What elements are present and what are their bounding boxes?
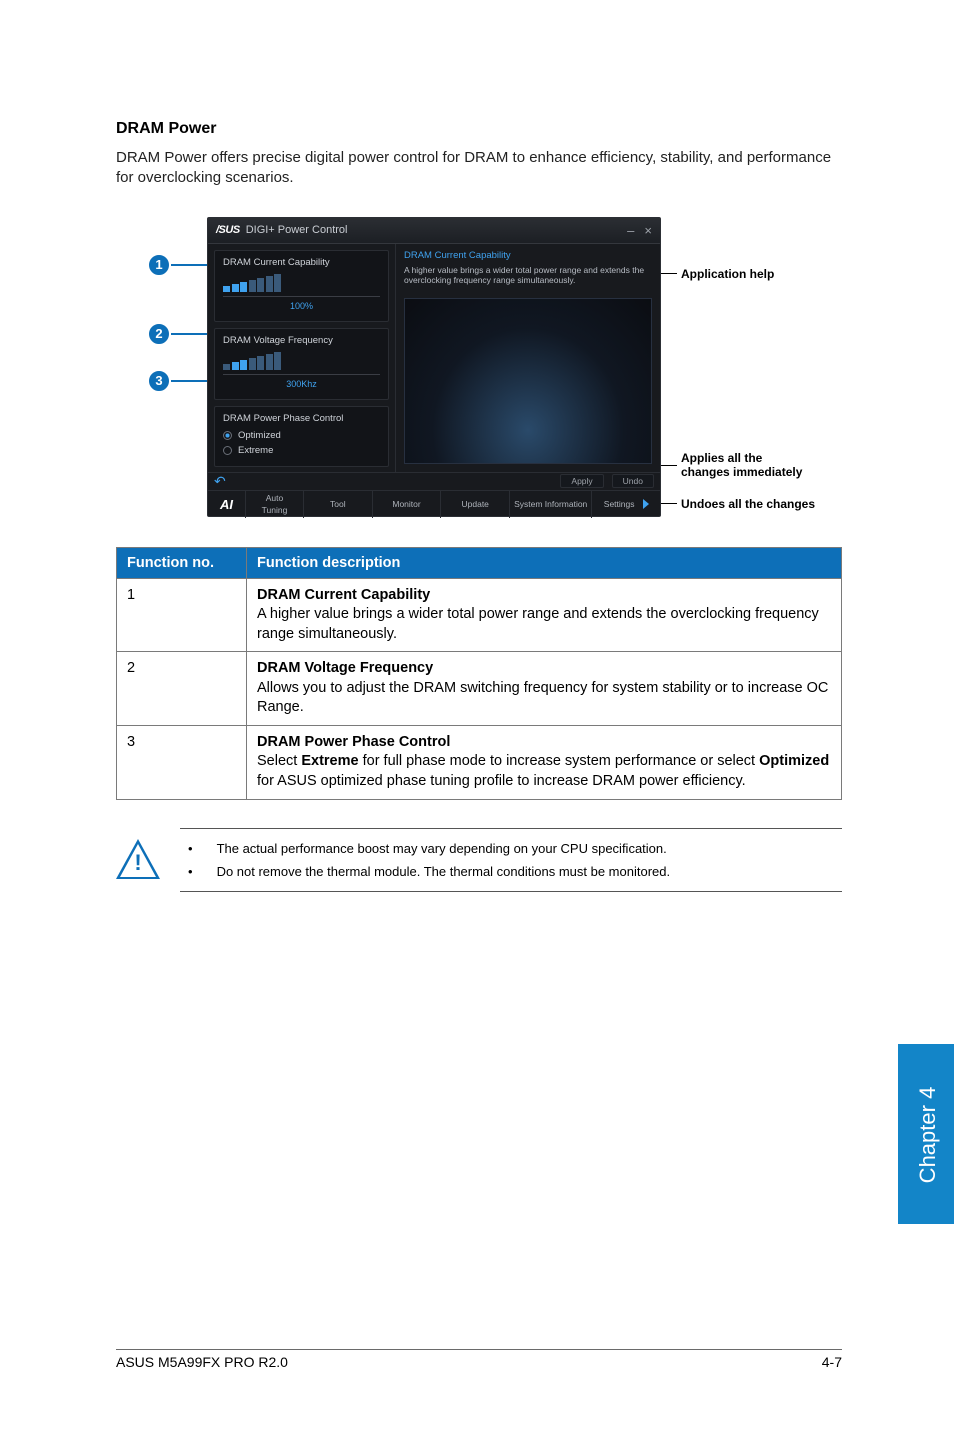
cell-text-mid: for full phase mode to increase system p… bbox=[359, 753, 760, 769]
bullet-icon: • bbox=[188, 841, 193, 856]
chapter-tab: Chapter 4 bbox=[898, 1044, 954, 1224]
close-icon[interactable]: × bbox=[644, 223, 652, 238]
nav-label: Settings bbox=[604, 499, 635, 509]
nav-tool[interactable]: Tool bbox=[304, 491, 373, 518]
caution-icon: ! bbox=[116, 836, 160, 884]
note-item: • The actual performance boost may vary … bbox=[180, 837, 842, 860]
label-line bbox=[661, 503, 677, 504]
panel-dram-voltage-frequency[interactable]: DRAM Voltage Frequency 300Khz bbox=[214, 328, 389, 400]
label-applies-line2: changes immediately bbox=[681, 465, 802, 479]
panel-dram-power-phase-control: DRAM Power Phase Control Optimized Extre… bbox=[214, 406, 389, 467]
note-item: • Do not remove the thermal module. The … bbox=[180, 860, 842, 883]
nav-settings[interactable]: Settings bbox=[592, 491, 660, 518]
table-row: 2 DRAM Voltage Frequency Allows you to a… bbox=[117, 652, 842, 726]
ai-logo: AI bbox=[208, 491, 246, 518]
nav-system-information[interactable]: System Information bbox=[510, 491, 592, 518]
cell-text-pre: Select bbox=[257, 753, 301, 769]
caution-block: ! • The actual performance boost may var… bbox=[116, 826, 842, 894]
label-undoes: Undoes all the changes bbox=[681, 497, 815, 511]
cell-no: 2 bbox=[117, 652, 247, 726]
dram-illustration bbox=[404, 298, 652, 464]
level-bars bbox=[223, 274, 380, 292]
cell-no: 3 bbox=[117, 725, 247, 799]
cell-text: A higher value brings a wider total powe… bbox=[257, 606, 819, 642]
cell-text-post: for ASUS optimized phase tuning profile … bbox=[257, 773, 746, 789]
label-application-help: Application help bbox=[681, 267, 774, 281]
slider-track[interactable] bbox=[223, 374, 380, 375]
help-text: A higher value brings a wider total powe… bbox=[404, 265, 652, 286]
nav-monitor[interactable]: Monitor bbox=[373, 491, 442, 518]
titlebar: /SUS DIGI+ Power Control – × bbox=[208, 218, 660, 244]
panel-title: DRAM Voltage Frequency bbox=[223, 335, 380, 346]
screenshot-wrapper: 1 2 3 /SUS DIGI+ Power Control – × DRAM … bbox=[119, 217, 839, 525]
chevron-right-icon bbox=[643, 499, 649, 509]
footer-left: ASUS M5A99FX PRO R2.0 bbox=[116, 1354, 288, 1370]
callout-bubble-1: 1 bbox=[147, 253, 171, 277]
undo-arrow-icon[interactable]: ↶ bbox=[214, 473, 226, 490]
section-description: DRAM Power offers precise digital power … bbox=[116, 148, 842, 189]
cell-no: 1 bbox=[117, 578, 247, 652]
minimize-icon[interactable]: – bbox=[627, 223, 634, 238]
radio-extreme[interactable]: Extreme bbox=[223, 445, 380, 456]
asus-logo: /SUS bbox=[216, 224, 240, 236]
cell-desc: DRAM Current Capability A higher value b… bbox=[247, 578, 842, 652]
note-text: The actual performance boost may vary de… bbox=[217, 841, 667, 856]
cell-title: DRAM Current Capability bbox=[257, 587, 430, 603]
nav-update[interactable]: Update bbox=[441, 491, 510, 518]
radio-icon bbox=[223, 446, 232, 455]
undo-button[interactable]: Undo bbox=[612, 474, 654, 488]
slider-track[interactable] bbox=[223, 296, 380, 297]
panel-title: DRAM Current Capability bbox=[223, 257, 380, 268]
section-title: DRAM Power bbox=[116, 120, 842, 138]
note-text: Do not remove the thermal module. The th… bbox=[217, 864, 671, 879]
radio-icon bbox=[223, 431, 232, 440]
label-line bbox=[661, 273, 677, 274]
exclaim-glyph: ! bbox=[116, 850, 160, 876]
callout-bubble-3: 3 bbox=[147, 369, 171, 393]
chapter-tab-label: Chapter 4 bbox=[915, 1065, 941, 1205]
action-bar: ↶ Apply Undo bbox=[208, 472, 660, 490]
app-window: /SUS DIGI+ Power Control – × DRAM Curren… bbox=[207, 217, 661, 517]
help-title: DRAM Current Capability bbox=[404, 250, 652, 261]
radio-label: Extreme bbox=[238, 445, 273, 456]
cell-desc: DRAM Power Phase Control Select Extreme … bbox=[247, 725, 842, 799]
panel-title: DRAM Power Phase Control bbox=[223, 413, 380, 424]
table-header-no: Function no. bbox=[117, 547, 247, 578]
panel-value: 300Khz bbox=[223, 379, 380, 389]
radio-label: Optimized bbox=[238, 430, 281, 441]
page-footer: ASUS M5A99FX PRO R2.0 4-7 bbox=[116, 1349, 842, 1370]
cell-title: DRAM Power Phase Control bbox=[257, 734, 450, 750]
right-help-panel: DRAM Current Capability A higher value b… bbox=[396, 244, 660, 472]
cell-bold2: Optimized bbox=[759, 753, 829, 769]
table-row: 3 DRAM Power Phase Control Select Extrem… bbox=[117, 725, 842, 799]
cell-text: Allows you to adjust the DRAM switching … bbox=[257, 680, 828, 716]
function-table: Function no. Function description 1 DRAM… bbox=[116, 547, 842, 800]
left-panel-column: DRAM Current Capability 100% DRAM Voltag… bbox=[208, 244, 396, 472]
panel-value: 100% bbox=[223, 301, 380, 311]
bullet-icon: • bbox=[188, 864, 193, 879]
cell-bold1: Extreme bbox=[301, 753, 358, 769]
note-list: • The actual performance boost may vary … bbox=[180, 828, 842, 892]
table-row: 1 DRAM Current Capability A higher value… bbox=[117, 578, 842, 652]
cell-title: DRAM Voltage Frequency bbox=[257, 660, 433, 676]
nav-label: Auto bbox=[266, 494, 284, 503]
cell-desc: DRAM Voltage Frequency Allows you to adj… bbox=[247, 652, 842, 726]
footer-right: 4-7 bbox=[822, 1354, 842, 1370]
callout-bubble-2: 2 bbox=[147, 322, 171, 346]
apply-button[interactable]: Apply bbox=[560, 474, 603, 488]
nav-auto-tuning[interactable]: Auto Tuning bbox=[246, 491, 304, 518]
radio-optimized[interactable]: Optimized bbox=[223, 430, 380, 441]
label-applies-line1: Applies all the bbox=[681, 451, 762, 465]
level-bars bbox=[223, 352, 380, 370]
table-header-desc: Function description bbox=[247, 547, 842, 578]
panel-dram-current-capability[interactable]: DRAM Current Capability 100% bbox=[214, 250, 389, 322]
window-title: DIGI+ Power Control bbox=[246, 224, 348, 236]
nav-label: Tuning bbox=[262, 506, 288, 515]
window-body: DRAM Current Capability 100% DRAM Voltag… bbox=[208, 244, 660, 472]
bottom-nav: AI Auto Tuning Tool Monitor Update Syste… bbox=[208, 490, 660, 518]
label-line bbox=[661, 465, 677, 466]
